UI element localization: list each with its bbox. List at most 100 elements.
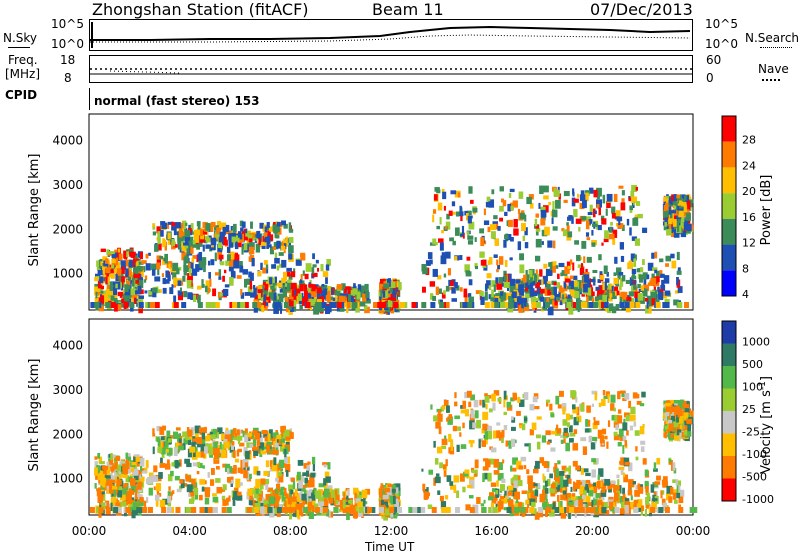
echo-cell: [111, 468, 114, 473]
echo-cell: [205, 285, 208, 293]
echo-cell: [423, 491, 430, 499]
echo-cell: [155, 483, 162, 492]
echo-cell: [182, 275, 186, 282]
echo-cell: [642, 227, 648, 233]
echo-cell: [502, 459, 505, 464]
echo-cell: [131, 294, 137, 298]
echo-cell: [318, 496, 324, 505]
echo-cell: [99, 461, 105, 465]
echo-cell: [585, 472, 591, 477]
echo-cell: [113, 489, 116, 497]
echo-cell: [665, 263, 669, 267]
echo-cell: [95, 507, 101, 513]
echo-cell: [273, 437, 278, 447]
echo-cell: [563, 479, 569, 487]
echo-cell: [114, 303, 118, 312]
nsky-label: N.Sky: [3, 31, 38, 45]
echo-cell: [210, 434, 216, 440]
echo-cell: [620, 255, 625, 262]
echo-cell: [221, 495, 226, 501]
echo-cell: [266, 445, 271, 453]
echo-cell: [597, 501, 600, 507]
echo-cell: [226, 477, 232, 483]
echo-cell: [122, 463, 126, 471]
echo-cell: [614, 507, 620, 513]
echo-cell: [167, 438, 172, 443]
echo-cell: [682, 403, 689, 408]
echo-cell: [382, 497, 387, 502]
echo-cell: [633, 421, 637, 427]
echo-cell: [183, 265, 189, 273]
echo-cell: [187, 272, 193, 280]
echo-cell: [244, 434, 249, 443]
echo-cell: [159, 462, 166, 468]
echo-cell: [250, 221, 253, 229]
echo-cell: [610, 480, 616, 488]
echo-cell: [465, 212, 469, 221]
echo-cell: [484, 395, 490, 403]
echo-cell: [428, 469, 434, 475]
echo-cell: [455, 507, 461, 513]
echo-cell: [306, 479, 311, 488]
echo-cell: [152, 287, 158, 293]
echo-cell: [448, 447, 452, 454]
echo-cell: [304, 273, 309, 280]
echo-cell: [591, 499, 594, 509]
echo-cell: [442, 464, 447, 470]
echo-cell: [123, 302, 129, 308]
echo-cell: [117, 248, 121, 253]
echo-cell: [116, 478, 121, 487]
echo-cell: [569, 259, 573, 265]
echo-cell: [181, 241, 185, 245]
echo-cell: [122, 293, 126, 303]
echo-cell: [347, 302, 353, 308]
echo-cell: [569, 438, 574, 443]
echo-cell: [533, 274, 538, 284]
echo-cell: [593, 486, 598, 494]
echo-cell: [188, 261, 194, 270]
echo-cell: [561, 228, 565, 232]
echo-cell: [474, 410, 479, 418]
echo-cell: [311, 288, 317, 297]
echo-cell: [147, 507, 153, 513]
echo-cell: [247, 234, 253, 239]
echo-cell: [285, 463, 291, 473]
echo-cell: [663, 211, 669, 218]
echo-cell: [159, 426, 165, 435]
echo-cell: [610, 221, 613, 226]
echo-cell: [126, 251, 129, 258]
echo-cell: [482, 466, 489, 471]
echo-cell: [182, 220, 187, 230]
echo-cell: [205, 280, 210, 288]
echo-cell: [504, 302, 510, 308]
echo-cell: [287, 496, 292, 505]
echo-cell: [557, 273, 560, 280]
echo-cell: [654, 299, 660, 304]
colorbar-tick-label: 20: [742, 185, 756, 198]
echo-cell: [173, 226, 177, 236]
echo-cell: [212, 507, 218, 513]
echo-cell: [549, 261, 553, 271]
echo-cell: [589, 302, 595, 308]
echo-cell: [546, 441, 551, 445]
echo-cell: [380, 289, 385, 297]
echo-cell: [257, 293, 261, 299]
echo-cell: [387, 293, 393, 298]
echo-cell: [567, 422, 570, 428]
echo-cell: [567, 501, 574, 506]
echo-cell: [622, 472, 626, 478]
echo-cell: [237, 242, 242, 248]
echo-cell: [610, 394, 616, 403]
echo-cell: [501, 438, 504, 444]
echo-cell: [360, 498, 366, 507]
echo-cell: [635, 201, 641, 206]
echo-cell: [102, 479, 106, 488]
echo-cell: [554, 301, 558, 306]
echo-cell: [617, 409, 622, 414]
echo-cell: [227, 441, 234, 451]
echo-cell: [283, 302, 289, 308]
echo-cell: [95, 472, 100, 480]
echo-cell: [563, 438, 566, 444]
echo-cell: [215, 272, 220, 276]
echo-cell: [593, 420, 600, 426]
